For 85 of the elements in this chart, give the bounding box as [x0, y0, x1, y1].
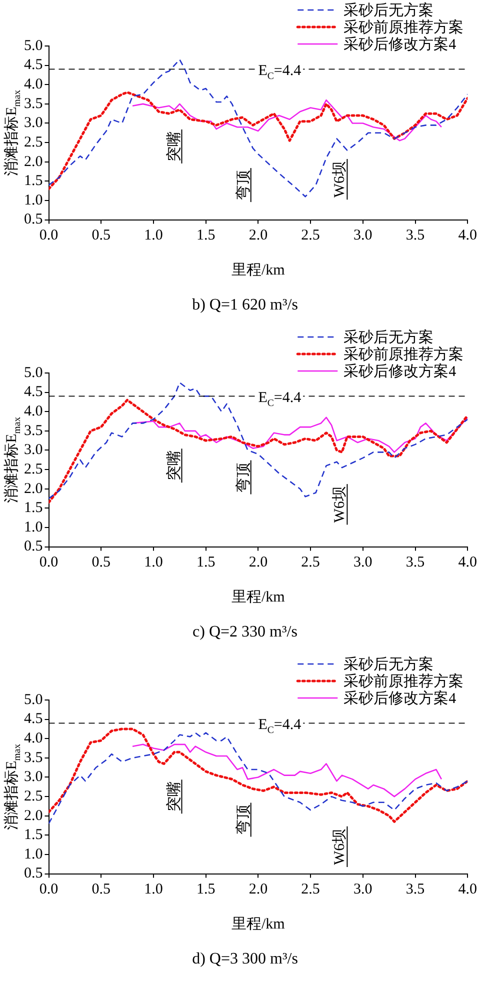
- annotation: W6坝: [331, 160, 348, 198]
- x-tick-label: 1.5: [196, 554, 216, 571]
- x-tick-label: 2.0: [248, 882, 268, 898]
- annotation: 突嘴: [166, 450, 183, 481]
- y-tick-label: 0.5: [24, 212, 43, 228]
- y-tick-label: 1.5: [24, 173, 43, 190]
- y-tick-label: 5.0: [24, 692, 43, 708]
- annotation: 弯顶: [234, 804, 252, 835]
- y-tick-label: 3.5: [24, 96, 43, 112]
- legend-label: 采砂后修改方案4: [344, 362, 457, 380]
- x-tick-label: 1.5: [196, 228, 216, 244]
- x-tick-label: 3.5: [406, 882, 425, 898]
- y-tick-label: 2.5: [24, 788, 43, 804]
- x-tick-label: 0.0: [39, 554, 58, 571]
- y-tick-label: 3.0: [24, 442, 43, 458]
- x-tick-label: 3.5: [406, 554, 425, 571]
- x-tick-label: 1.0: [144, 882, 163, 898]
- annotation: W6坝: [331, 486, 348, 523]
- y-tick-label: 4.0: [24, 76, 43, 93]
- x-tick-label: 4.0: [458, 554, 477, 571]
- x-tick-label: 1.5: [196, 882, 216, 898]
- y-tick-label: 2.5: [24, 461, 43, 478]
- y-tick-label: 4.5: [24, 57, 43, 74]
- x-tick-label: 0.5: [92, 228, 110, 244]
- y-tick-label: 3.0: [24, 769, 43, 786]
- x-tick-label: 3.0: [354, 228, 372, 244]
- legend-label: 采砂后无方案: [344, 328, 434, 346]
- x-axis-title: 里程/km: [232, 262, 286, 279]
- text: c) Q=2 330 m³/s: [192, 624, 298, 641]
- legend-label: 采砂前原推荐方案: [344, 18, 464, 36]
- x-tick-label: 4.0: [458, 228, 477, 244]
- x-tick-label: 1.0: [144, 554, 163, 571]
- x-axis-title: 里程/km: [232, 590, 286, 606]
- x-tick-label: 2.5: [301, 554, 320, 571]
- y-tick-label: 4.5: [24, 384, 43, 400]
- y-tick-label: 1.0: [24, 192, 43, 208]
- y-axis-title: 消滩指标Emax: [3, 416, 23, 503]
- annotation: 弯顶: [234, 462, 252, 492]
- legend-label: 采砂后无方案: [344, 2, 434, 19]
- x-tick-label: 3.0: [354, 554, 372, 571]
- text: b) Q=1 620 m³/s: [192, 296, 298, 314]
- annotation: 突嘴: [166, 131, 183, 162]
- y-tick-label: 1.5: [24, 827, 43, 844]
- y-axis-title: 消滩指标Emax: [3, 744, 23, 830]
- x-tick-label: 3.5: [406, 228, 425, 244]
- x-tick-label: 3.0: [354, 882, 372, 898]
- x-tick-label: 2.0: [248, 554, 268, 571]
- line-series: [48, 58, 468, 198]
- x-tick-label: 1.0: [144, 228, 163, 244]
- y-tick-label: 0.5: [24, 538, 43, 555]
- annotation: 弯顶: [234, 170, 252, 200]
- y-tick-label: 4.0: [24, 730, 43, 747]
- y-tick-label: 1.0: [24, 519, 43, 536]
- y-tick-label: 2.0: [24, 480, 43, 497]
- legend-label: 采砂前原推荐方案: [344, 672, 464, 690]
- x-tick-label: 0.5: [92, 882, 110, 898]
- legend-label: 采砂后无方案: [344, 656, 434, 673]
- legend-label: 采砂前原推荐方案: [344, 346, 464, 363]
- y-tick-label: 4.0: [24, 404, 43, 420]
- x-tick-label: 2.5: [301, 228, 320, 244]
- x-tick-label: 4.0: [458, 882, 477, 898]
- y-tick-label: 2.0: [24, 808, 43, 824]
- y-tick-label: 1.5: [24, 500, 43, 516]
- y-tick-label: 4.5: [24, 711, 43, 728]
- x-axis-title: 里程/km: [232, 916, 286, 933]
- legend-label: 采砂后修改方案4: [344, 690, 457, 707]
- x-tick-label: 0.5: [92, 554, 110, 571]
- y-tick-label: 3.0: [24, 115, 43, 132]
- y-tick-label: 2.0: [24, 154, 43, 170]
- y-tick-label: 5.0: [24, 364, 43, 381]
- annotation: 突嘴: [166, 782, 183, 812]
- x-tick-label: 0.0: [39, 228, 58, 244]
- text: d) Q=3 300 m³/s: [192, 950, 298, 968]
- y-tick-label: 3.5: [24, 750, 43, 766]
- x-tick-label: 0.0: [39, 882, 58, 898]
- x-tick-label: 2.5: [301, 882, 320, 898]
- annotation: W6坝: [331, 828, 348, 866]
- y-tick-label: 1.0: [24, 846, 43, 862]
- y-tick-label: 5.0: [24, 38, 43, 54]
- y-axis-title: 消滩指标Emax: [3, 90, 23, 176]
- y-tick-label: 0.5: [24, 866, 43, 882]
- y-tick-label: 3.5: [24, 422, 43, 439]
- legend-label: 采砂后修改方案4: [344, 36, 457, 53]
- x-tick-label: 2.0: [248, 228, 268, 244]
- y-tick-label: 2.5: [24, 134, 43, 150]
